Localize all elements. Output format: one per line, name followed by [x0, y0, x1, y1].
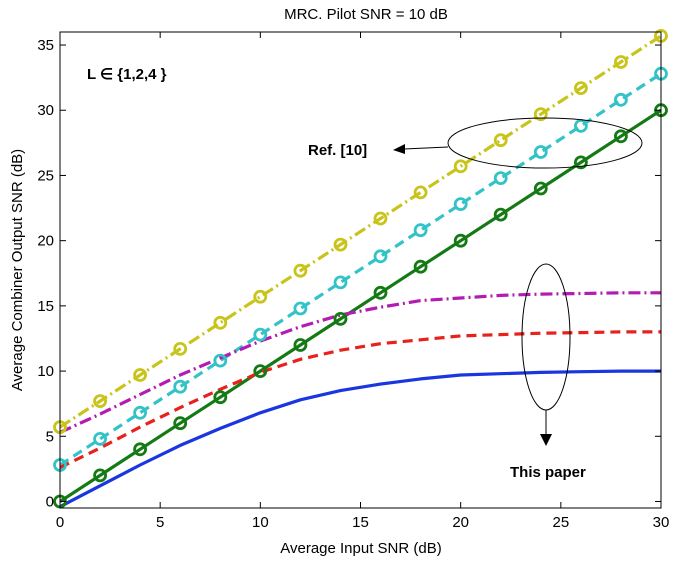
- y-axis-ticks: 0 5 10 15 20 25 30 35: [37, 37, 661, 510]
- series-3-marker: [493, 207, 508, 222]
- annotation-ref: Ref. [10]: [308, 142, 367, 159]
- series-3-marker: [373, 285, 388, 300]
- plot-area: [53, 29, 668, 509]
- series-2-marker: [253, 327, 268, 342]
- series-2-marker: [453, 197, 468, 212]
- series-2-marker: [373, 249, 388, 264]
- series-2-marker: [213, 353, 228, 368]
- series-1-marker: [493, 133, 508, 148]
- ref-ellipse: [447, 117, 643, 169]
- series-2-marker: [493, 171, 508, 186]
- series-line-6: [60, 369, 661, 508]
- y-axis-label: Average Combiner Output SNR (dB): [9, 149, 26, 391]
- series-2-marker: [293, 301, 308, 316]
- series-1-marker: [614, 55, 628, 69]
- series-1-marker: [93, 394, 107, 409]
- series-1-marker: [574, 81, 588, 95]
- series-1-marker: [413, 185, 428, 200]
- series-2-marker: [173, 379, 188, 394]
- x-tick-label: 0: [56, 514, 64, 531]
- series-2-marker: [333, 275, 348, 290]
- series-1-marker: [213, 315, 228, 330]
- series-3-marker: [614, 129, 628, 144]
- series-2-marker: [574, 119, 588, 133]
- series-3-marker: [413, 259, 428, 274]
- series-2-marker: [413, 223, 428, 238]
- x-tick-label: 10: [252, 514, 269, 531]
- ref-arrow-line: [403, 146, 449, 150]
- x-axis-label: Average Input SNR (dB): [280, 540, 441, 557]
- x-tick-label: 25: [552, 514, 569, 531]
- x-tick-label: 15: [352, 514, 369, 531]
- series-line-2: [60, 72, 661, 467]
- series-3-marker: [93, 468, 107, 483]
- annotation-l-set: L ∈ {1,2,4 }: [87, 66, 167, 83]
- this-paper-arrow-head: [540, 434, 552, 446]
- series-1-marker: [173, 341, 188, 356]
- series-3-marker: [253, 364, 268, 379]
- y-tick-label: 5: [46, 428, 54, 445]
- series-line-4: [60, 291, 661, 434]
- series-1-marker: [453, 159, 468, 174]
- series-2-marker: [93, 431, 107, 446]
- series-1-marker: [133, 368, 148, 382]
- ref-arrow-head: [393, 144, 405, 154]
- axes-box: [59, 31, 662, 509]
- y-tick-label: 10: [37, 363, 54, 380]
- series-1-marker: [373, 211, 388, 226]
- y-tick-label: 15: [37, 298, 54, 315]
- series-3-marker: [293, 338, 308, 352]
- y-tick-label: 20: [37, 233, 54, 250]
- series-2-marker: [533, 145, 548, 159]
- chart-title: MRC. Pilot SNR = 10 dB: [284, 6, 448, 23]
- y-tick-label: 25: [37, 167, 54, 184]
- x-tick-label: 5: [156, 514, 164, 531]
- series-3-marker: [453, 233, 468, 248]
- x-tick-label: 20: [452, 514, 469, 531]
- series-line-3: [60, 108, 661, 503]
- annotation-this-paper: This paper: [510, 464, 586, 481]
- series-3-marker: [133, 442, 148, 457]
- series-1-marker: [253, 289, 268, 304]
- series-3-marker: [173, 416, 188, 431]
- series-1-marker: [333, 237, 348, 252]
- x-tick-label: 30: [653, 514, 670, 531]
- series-1-marker: [293, 263, 308, 278]
- y-tick-label: 0: [46, 493, 54, 510]
- series-3-marker: [574, 155, 588, 170]
- series-3-marker: [533, 181, 548, 196]
- x-axis-ticks: 0 5 10 15 20 25 30: [56, 32, 670, 531]
- series-2-marker: [614, 92, 628, 107]
- series-line-5: [60, 330, 661, 470]
- series-line-1: [60, 34, 661, 429]
- series-2-marker: [133, 405, 148, 420]
- y-tick-label: 30: [37, 102, 54, 119]
- y-tick-label: 35: [37, 37, 54, 54]
- series-3-marker: [333, 311, 348, 326]
- series-3-marker: [213, 390, 228, 405]
- this-paper-ellipse: [521, 263, 571, 411]
- series-1-marker: [533, 107, 548, 122]
